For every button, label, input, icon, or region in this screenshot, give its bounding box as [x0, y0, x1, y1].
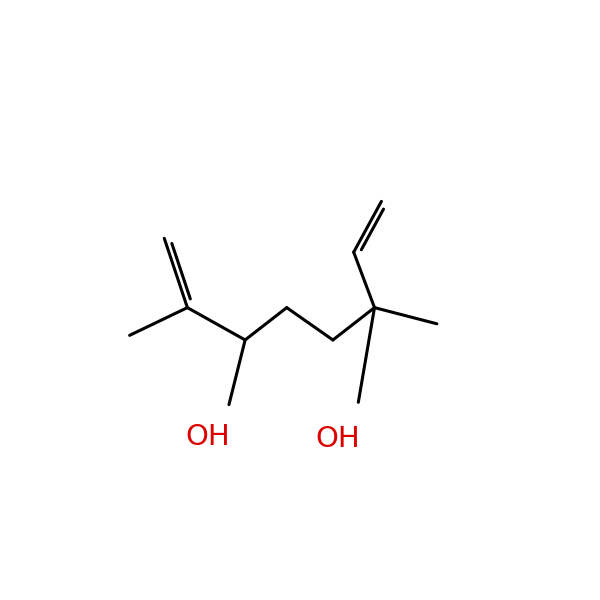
Text: OH: OH: [186, 423, 230, 451]
Text: OH: OH: [315, 425, 360, 453]
